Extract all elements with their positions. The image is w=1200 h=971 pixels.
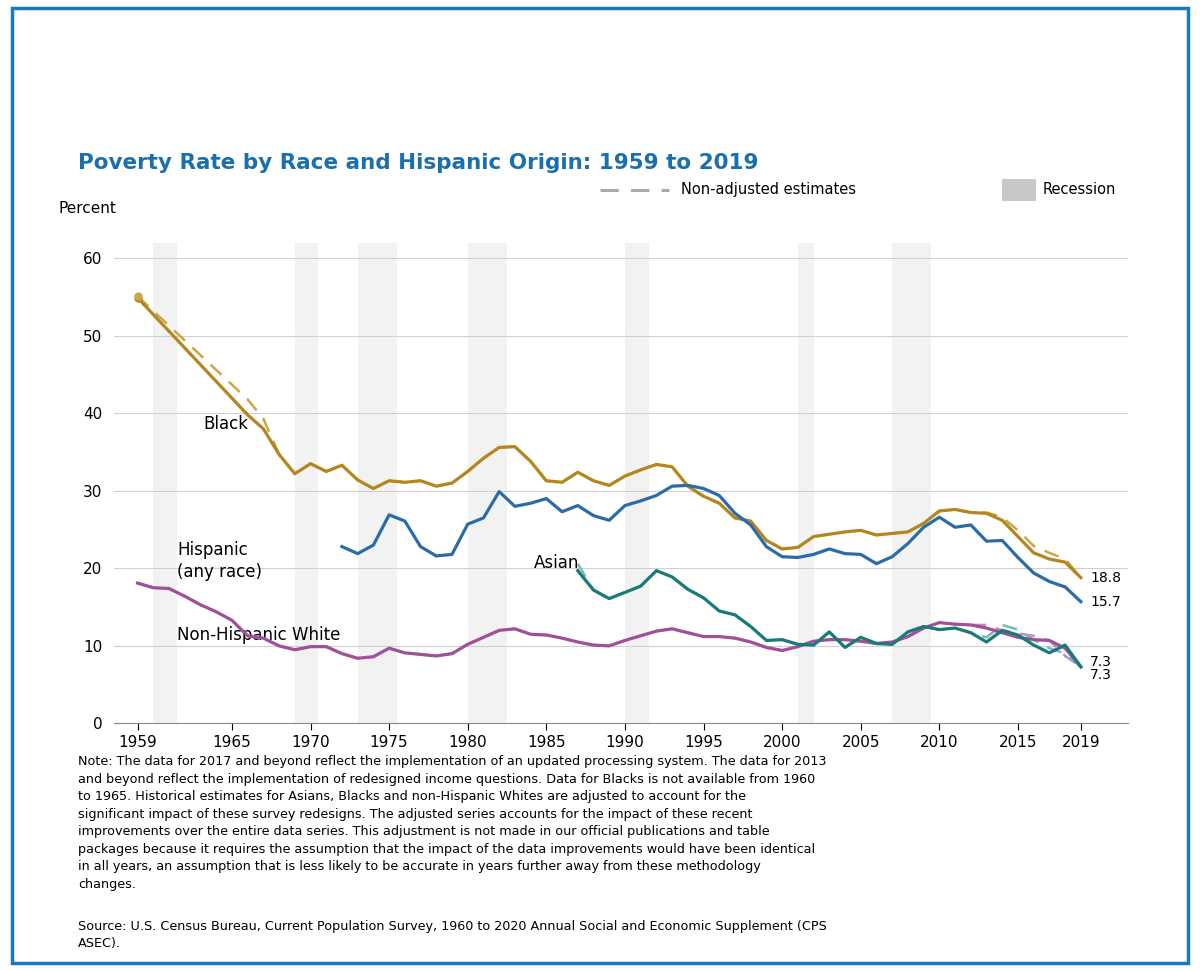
Text: 7.3: 7.3 xyxy=(1091,667,1112,682)
Text: Percent: Percent xyxy=(59,201,116,217)
Bar xyxy=(154,243,176,723)
Text: Non-adjusted estimates: Non-adjusted estimates xyxy=(680,183,856,197)
Bar xyxy=(798,243,814,723)
Text: Hispanic
(any race): Hispanic (any race) xyxy=(176,541,262,582)
Text: Recession: Recession xyxy=(1043,183,1116,197)
Text: 18.8: 18.8 xyxy=(1091,571,1121,585)
Text: Non-Hispanic White: Non-Hispanic White xyxy=(176,626,341,645)
Text: Black: Black xyxy=(204,415,248,433)
Bar xyxy=(468,243,508,723)
Bar xyxy=(892,243,931,723)
Bar xyxy=(358,243,397,723)
Text: Poverty Rate by Race and Hispanic Origin: 1959 to 2019: Poverty Rate by Race and Hispanic Origin… xyxy=(78,152,758,173)
FancyBboxPatch shape xyxy=(1002,179,1036,201)
Text: 15.7: 15.7 xyxy=(1091,594,1121,609)
Text: 7.3: 7.3 xyxy=(1091,655,1112,669)
Text: Asian: Asian xyxy=(534,554,580,572)
Text: Source: U.S. Census Bureau, Current Population Survey, 1960 to 2020 Annual Socia: Source: U.S. Census Bureau, Current Popu… xyxy=(78,920,827,950)
Bar xyxy=(295,243,318,723)
Text: Note: The data for 2017 and beyond reflect the implementation of an updated proc: Note: The data for 2017 and beyond refle… xyxy=(78,755,827,891)
Bar xyxy=(625,243,648,723)
